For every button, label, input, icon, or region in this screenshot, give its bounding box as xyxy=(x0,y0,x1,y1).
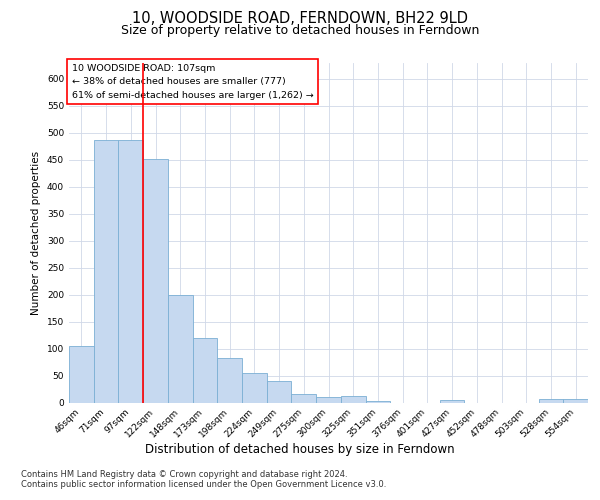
Bar xyxy=(69,346,94,403)
Bar xyxy=(168,294,193,403)
Y-axis label: Number of detached properties: Number of detached properties xyxy=(31,150,41,314)
Text: Distribution of detached houses by size in Ferndown: Distribution of detached houses by size … xyxy=(145,442,455,456)
Text: Size of property relative to detached houses in Ferndown: Size of property relative to detached ho… xyxy=(121,24,479,37)
Bar xyxy=(539,400,563,402)
Bar xyxy=(341,396,365,402)
Bar xyxy=(267,381,292,402)
Text: Contains HM Land Registry data © Crown copyright and database right 2024.
Contai: Contains HM Land Registry data © Crown c… xyxy=(21,470,386,490)
Bar xyxy=(193,338,217,402)
Text: 10 WOODSIDE ROAD: 107sqm
← 38% of detached houses are smaller (777)
61% of semi-: 10 WOODSIDE ROAD: 107sqm ← 38% of detach… xyxy=(71,64,313,100)
Bar xyxy=(94,140,118,402)
Bar xyxy=(118,140,143,402)
Bar xyxy=(242,373,267,402)
Bar xyxy=(143,158,168,402)
Text: 10, WOODSIDE ROAD, FERNDOWN, BH22 9LD: 10, WOODSIDE ROAD, FERNDOWN, BH22 9LD xyxy=(132,11,468,26)
Bar xyxy=(316,397,341,402)
Bar xyxy=(217,358,242,403)
Bar xyxy=(292,394,316,402)
Bar xyxy=(440,400,464,402)
Bar xyxy=(563,400,588,402)
Bar xyxy=(365,401,390,402)
